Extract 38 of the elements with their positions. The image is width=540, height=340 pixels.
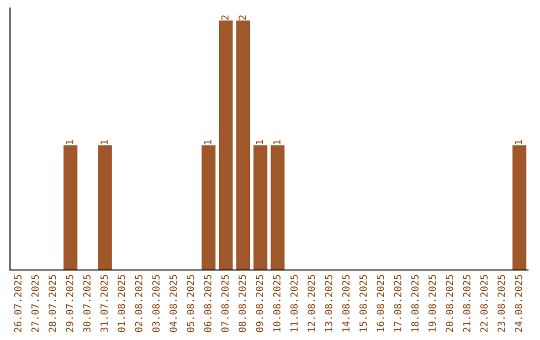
x-tick-label: 05.08.2025 [186,274,194,332]
x-tick-label: 20.08.2025 [446,274,454,332]
x-tick-label: 14.08.2025 [342,274,350,332]
x-tick-label: 06.08.2025 [204,274,212,332]
x-tick-label: 22.08.2025 [480,274,488,332]
x-tick-label: 15.08.2025 [359,274,367,332]
data-label: 1 [273,140,280,144]
x-tick-label: 02.08.2025 [134,274,142,332]
x-tick-label: 24.08.2025 [514,274,522,332]
data-label: 1 [100,140,108,144]
x-tick-label: 29.07.2025 [66,274,74,332]
data-label: 2 [238,15,246,20]
x-tick-label: 08.08.2025 [238,274,246,332]
x-tick-label: 19.08.2025 [428,274,436,332]
x-tick-label: 03.08.2025 [152,274,160,332]
x-tick-label: 31.07.2025 [100,274,108,332]
x-tick-label: 04.08.2025 [170,274,177,332]
x-tick-label: 21.08.2025 [463,274,470,332]
x-tick-label: 07.08.2025 [221,274,229,332]
data-label: 1 [514,140,522,144]
x-tick-label: 30.07.2025 [83,274,91,332]
data-label: 1 [66,140,74,144]
x-tick-label: 17.08.2025 [394,274,402,332]
x-tick-label: 11.08.2025 [290,274,298,332]
x-tick-label: 23.08.2025 [498,274,505,332]
x-tick-label: 01.08.2025 [118,274,126,332]
x-tick-label: 09.08.2025 [256,274,264,332]
data-label: 2 [221,15,229,20]
x-tick-label: 10.08.2025 [273,274,280,332]
x-tick-label: 28.07.2025 [48,274,56,332]
data-label: 1 [204,140,212,144]
x-tick-label: 13.08.2025 [324,274,332,332]
data-label: 1 [256,140,264,144]
x-tick-label: 27.07.2025 [31,274,39,332]
x-tick-label: 16.08.2025 [376,274,384,332]
x-tick-label: 26.07.2025 [14,274,22,332]
x-tick-label: 12.08.2025 [308,274,316,332]
x-tick-label: 18.08.2025 [411,274,419,332]
